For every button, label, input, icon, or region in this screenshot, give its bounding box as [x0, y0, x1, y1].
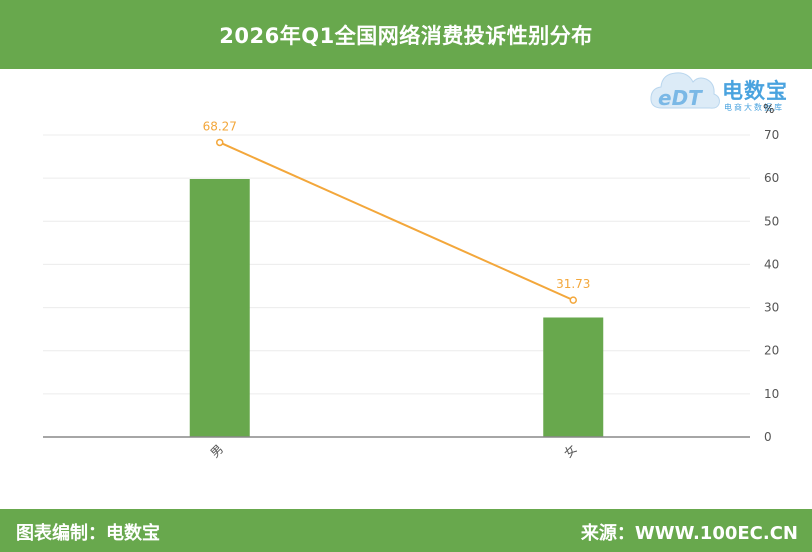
x-category-label: 女 — [561, 441, 580, 460]
logo-icon-text: eDT — [658, 86, 703, 110]
footer-credit: 图表编制：电数宝 — [16, 523, 160, 544]
axes: 0 10 20 30 40 50 60 70% 男 女 — [43, 102, 779, 460]
chart-title: 2026年Q1全国网络消费投诉性别分布 — [219, 23, 593, 48]
bar-series — [189, 179, 604, 437]
series-line — [219, 141, 574, 302]
bar — [189, 179, 250, 437]
y-tick-label: 50 — [764, 214, 779, 228]
data-label: 31.73 — [556, 277, 590, 291]
logo-brand-text: 电数宝 — [722, 79, 788, 103]
data-label: 68.27 — [203, 119, 237, 133]
y-tick-label: 40 — [764, 257, 779, 271]
logo-sub-text: 电商大数据库 — [724, 103, 784, 112]
chart-footer: 图表编制：电数宝 来源：WWW.100EC.CN — [0, 509, 812, 552]
chart-header: 2026年Q1全国网络消费投诉性别分布 — [0, 0, 812, 69]
line-point — [569, 296, 577, 304]
brand-logo: eDT 电数宝 电商大数据库 — [648, 64, 808, 116]
y-tick-label: 60 — [764, 171, 779, 185]
y-unit-label: % — [763, 102, 774, 116]
x-category-label: 男 — [208, 442, 226, 460]
gridlines — [43, 134, 750, 395]
y-tick-label: 70 — [764, 128, 779, 142]
cloud-logo-icon: eDT — [650, 72, 720, 110]
line-point — [216, 138, 224, 147]
line-series: 68.27 31.73 — [203, 119, 590, 304]
footer-source: 来源：WWW.100EC.CN — [580, 523, 798, 544]
y-tick-label: 0 — [764, 430, 772, 444]
y-tick-label: 10 — [764, 387, 779, 401]
bar — [543, 317, 604, 437]
y-tick-label: 20 — [764, 344, 779, 358]
y-tick-label: 30 — [764, 301, 779, 315]
